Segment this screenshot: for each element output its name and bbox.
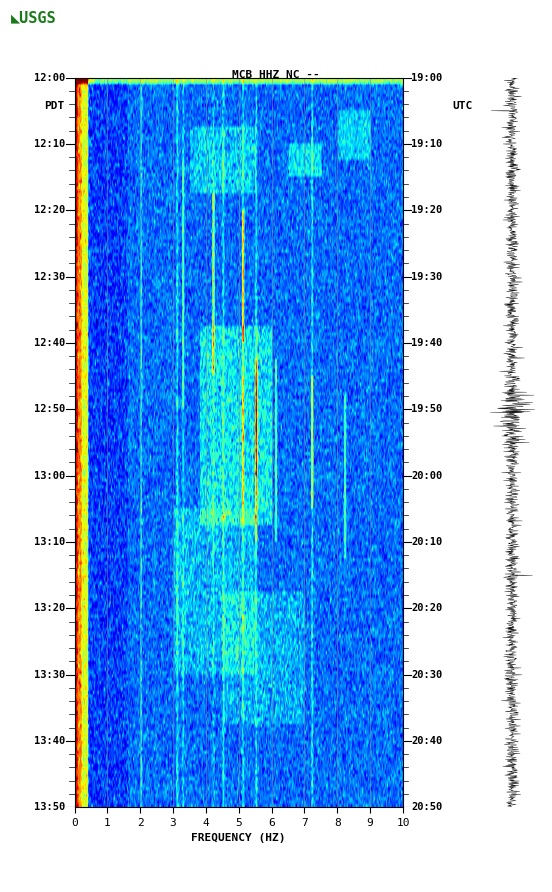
Text: Jul18,2021: Jul18,2021 xyxy=(121,101,189,112)
Text: 12:00: 12:00 xyxy=(34,72,66,83)
Text: 13:40: 13:40 xyxy=(34,736,66,746)
Text: 20:30: 20:30 xyxy=(411,670,442,680)
Text: ◣USGS: ◣USGS xyxy=(11,11,57,26)
Text: UTC: UTC xyxy=(453,101,473,112)
Text: 20:40: 20:40 xyxy=(411,736,442,746)
Text: 12:40: 12:40 xyxy=(34,338,66,348)
Text: 19:40: 19:40 xyxy=(411,338,442,348)
X-axis label: FREQUENCY (HZ): FREQUENCY (HZ) xyxy=(192,833,286,843)
Text: 13:20: 13:20 xyxy=(34,603,66,614)
Text: 20:20: 20:20 xyxy=(411,603,442,614)
Text: 13:00: 13:00 xyxy=(34,471,66,481)
Text: 19:00: 19:00 xyxy=(411,72,442,83)
Text: PDT: PDT xyxy=(44,101,65,112)
Text: 19:50: 19:50 xyxy=(411,404,442,414)
Text: 12:20: 12:20 xyxy=(34,205,66,215)
Text: 20:10: 20:10 xyxy=(411,537,442,547)
Text: 19:10: 19:10 xyxy=(411,139,442,149)
Text: 13:50: 13:50 xyxy=(34,802,66,813)
Text: 12:30: 12:30 xyxy=(34,271,66,282)
Text: (Casa Benchmark ): (Casa Benchmark ) xyxy=(219,101,333,112)
Text: 12:10: 12:10 xyxy=(34,139,66,149)
Text: 20:00: 20:00 xyxy=(411,471,442,481)
Text: 12:50: 12:50 xyxy=(34,404,66,414)
Text: 19:20: 19:20 xyxy=(411,205,442,215)
Text: 19:30: 19:30 xyxy=(411,271,442,282)
Text: 20:50: 20:50 xyxy=(411,802,442,813)
Text: MCB HHZ NC --: MCB HHZ NC -- xyxy=(232,70,320,80)
Text: 13:10: 13:10 xyxy=(34,537,66,547)
Text: 13:30: 13:30 xyxy=(34,670,66,680)
